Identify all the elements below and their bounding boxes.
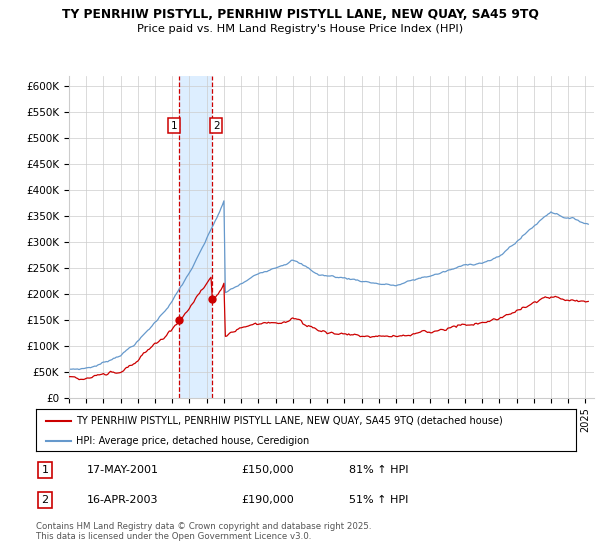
Text: TY PENRHIW PISTYLL, PENRHIW PISTYLL LANE, NEW QUAY, SA45 9TQ: TY PENRHIW PISTYLL, PENRHIW PISTYLL LANE… xyxy=(62,8,538,21)
Bar xyxy=(179,76,212,398)
Text: 2: 2 xyxy=(213,120,220,130)
Text: Price paid vs. HM Land Registry's House Price Index (HPI): Price paid vs. HM Land Registry's House … xyxy=(137,24,463,34)
Text: TY PENRHIW PISTYLL, PENRHIW PISTYLL LANE, NEW QUAY, SA45 9TQ (detached house): TY PENRHIW PISTYLL, PENRHIW PISTYLL LANE… xyxy=(77,416,503,426)
Text: 81% ↑ HPI: 81% ↑ HPI xyxy=(349,465,409,475)
Text: 51% ↑ HPI: 51% ↑ HPI xyxy=(349,495,409,505)
Text: 1: 1 xyxy=(41,465,49,475)
Text: Contains HM Land Registry data © Crown copyright and database right 2025.
This d: Contains HM Land Registry data © Crown c… xyxy=(36,522,371,542)
Text: HPI: Average price, detached house, Ceredigion: HPI: Average price, detached house, Cere… xyxy=(77,436,310,446)
Text: 1: 1 xyxy=(170,120,177,130)
Text: £150,000: £150,000 xyxy=(241,465,294,475)
Text: £190,000: £190,000 xyxy=(241,495,294,505)
Text: 16-APR-2003: 16-APR-2003 xyxy=(88,495,159,505)
Text: 17-MAY-2001: 17-MAY-2001 xyxy=(88,465,160,475)
Text: 2: 2 xyxy=(41,495,49,505)
